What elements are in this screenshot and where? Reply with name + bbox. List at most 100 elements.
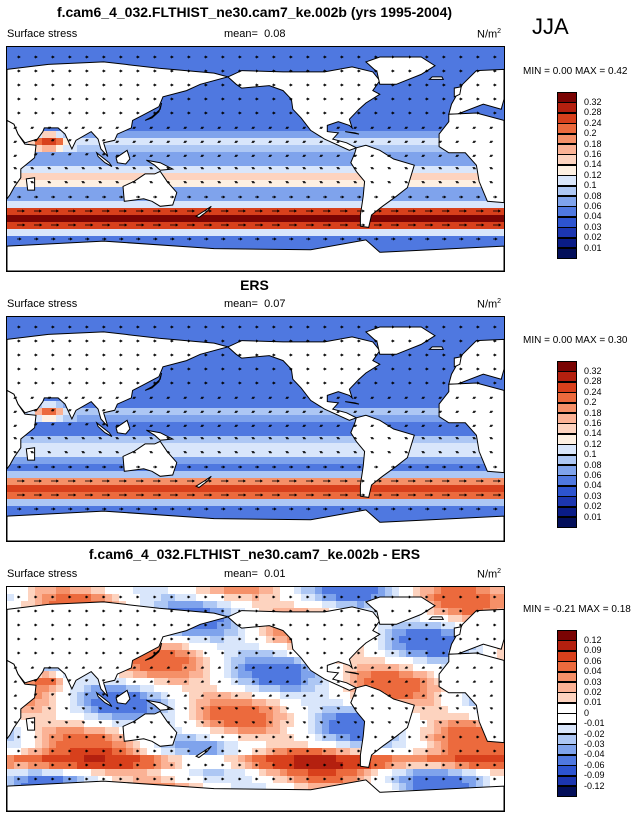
field-cell [315,201,323,209]
field-cell [385,215,393,223]
stress-vector-head [149,154,153,157]
field-cell [126,236,134,244]
field-cell [469,54,477,62]
field-cell [420,194,428,202]
field-cell [399,471,407,479]
colorbar-tick-label: 0.03 [584,221,602,232]
field-cell [490,236,498,244]
field-cell [357,331,365,339]
field-cell [56,131,64,139]
field-cell [245,194,253,202]
field-cell [35,222,43,230]
field-cell [357,124,365,132]
field-cell [168,401,176,409]
field-cell [413,82,421,90]
field-cell [56,222,64,230]
field-cell [406,89,414,97]
stress-vector-head [324,195,328,199]
stress-vector-head [307,237,311,241]
field-cell [28,159,36,167]
field-cell [294,331,302,339]
field-cell [231,436,239,444]
stress-vector-head [154,195,158,199]
field-cell [56,152,64,160]
field-cell [231,54,239,62]
field-cell [70,229,78,237]
stress-vector-head [234,181,238,184]
field-cell [280,359,288,367]
field-cell [154,131,162,139]
stress-vector-head [375,195,379,199]
field-cell [203,359,211,367]
field-cell [420,187,428,195]
field-cell [98,464,106,472]
field-cell [231,180,239,188]
field-cell [140,492,148,500]
field-cell [91,429,99,437]
field-cell [91,187,99,195]
field-cell [455,180,463,188]
field-cell [231,373,239,381]
field-cell [224,331,232,339]
field-cell [287,243,295,251]
field-cell [252,331,260,339]
field-cell [224,215,232,223]
field-cell [217,443,225,451]
field-cell [399,478,407,486]
field-cell [154,117,162,125]
stress-vector-head [319,167,323,170]
field-cell [259,499,267,507]
field-cell [336,166,344,174]
field-cell [56,47,64,55]
field-cell [182,236,190,244]
field-cell [21,180,29,188]
field-cell [343,394,351,402]
field-cell [245,229,253,237]
field-cell [14,492,22,500]
field-cell [357,187,365,195]
stress-vector-head [115,140,119,143]
stress-vector-head [149,167,153,170]
field-cell [175,478,183,486]
field-cell [140,429,148,437]
field-cell [357,117,365,125]
field-cell [21,229,29,237]
field-cell [7,471,15,479]
field-cell [224,89,232,97]
field-cell [14,215,22,223]
field-cell [175,331,183,339]
field-cell [105,145,113,153]
field-cell [343,47,351,55]
field-cell [112,450,120,458]
field-cell [224,187,232,195]
field-cell [98,173,106,181]
field-cell [147,485,155,493]
stress-vector-head [204,83,208,87]
field-cell [329,415,337,423]
stress-vector-head [175,223,179,227]
field-cell [441,180,449,188]
field-cell [336,54,344,62]
field-cell [231,464,239,472]
field-cell [77,236,85,244]
field-cell [217,429,225,437]
field-cell [154,215,162,223]
field-cell [280,131,288,139]
field-cell [455,47,463,55]
field-cell [140,131,148,139]
field-cell [238,145,246,153]
stress-vector-head [51,111,55,115]
field-cell [448,215,456,223]
field-cell [287,222,295,230]
stress-vector-head [493,55,497,59]
stress-vector-head [489,126,493,129]
field-cell [259,324,267,332]
field-cell [434,229,442,237]
field-cell [210,331,218,339]
stress-vector-head [238,111,242,115]
stress-vector-head [13,181,17,184]
field-cell [406,145,414,153]
field-cell [357,194,365,202]
field-cell [231,152,239,160]
stress-vector-head [455,181,459,184]
